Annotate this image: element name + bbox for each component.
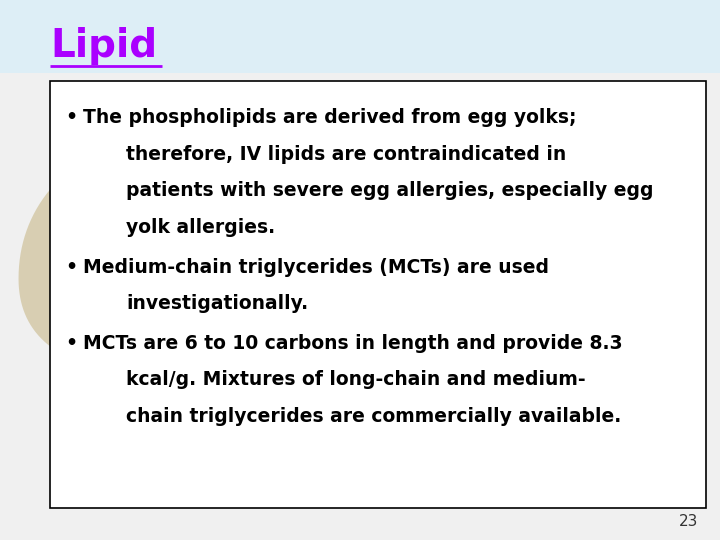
Text: Medium-chain triglycerides (MCTs) are used: Medium-chain triglycerides (MCTs) are us… (83, 258, 549, 276)
Text: patients with severe egg allergies, especially egg: patients with severe egg allergies, espe… (126, 181, 654, 200)
Text: C: C (7, 139, 221, 422)
Text: Lipid: Lipid (50, 27, 158, 65)
Text: MCTs are 6 to 10 carbons in length and provide 8.3: MCTs are 6 to 10 carbons in length and p… (83, 334, 622, 353)
FancyBboxPatch shape (0, 0, 720, 73)
Text: •: • (65, 334, 77, 353)
Text: kcal/g. Mixtures of long-chain and medium-: kcal/g. Mixtures of long-chain and mediu… (126, 370, 585, 389)
Text: chain triglycerides are commercially available.: chain triglycerides are commercially ava… (126, 407, 621, 426)
FancyBboxPatch shape (50, 81, 706, 508)
Text: 23: 23 (679, 514, 698, 529)
Text: •: • (65, 108, 77, 127)
Text: investigationally.: investigationally. (126, 294, 308, 313)
Text: •: • (65, 258, 77, 276)
Text: therefore, IV lipids are contraindicated in: therefore, IV lipids are contraindicated… (126, 145, 566, 164)
Text: yolk allergies.: yolk allergies. (126, 218, 275, 237)
Text: The phospholipids are derived from egg yolks;: The phospholipids are derived from egg y… (83, 108, 576, 127)
